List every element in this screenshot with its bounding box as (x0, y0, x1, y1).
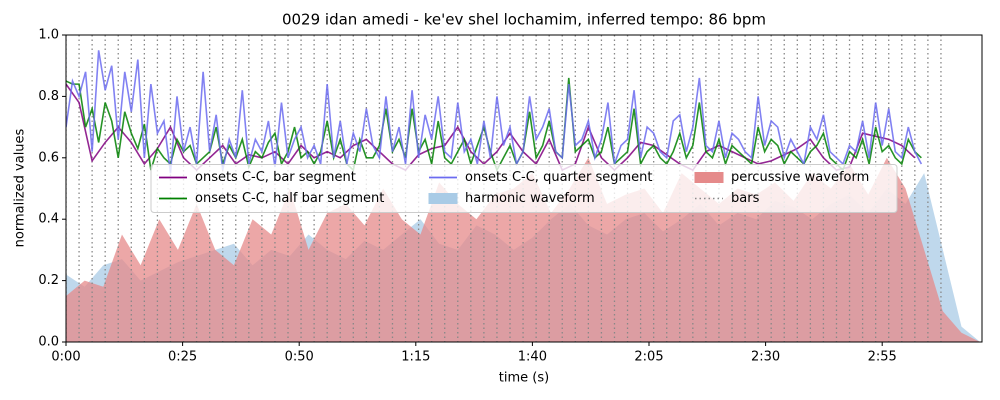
legend-swatch (694, 172, 724, 183)
y-axis-label: normalized values (13, 128, 28, 247)
legend-label: onsets C-C, bar segment (195, 170, 356, 185)
y-tick-label: 0.8 (38, 89, 59, 104)
y-tick-label: 0.6 (38, 150, 59, 165)
legend: onsets C-C, bar segment onsets C-C, half … (150, 164, 898, 213)
legend-label: harmonic waveform (465, 191, 595, 206)
line (66, 77, 922, 173)
y-tick-label: 1.0 (38, 28, 59, 43)
x-tick-label: 0:00 (51, 350, 80, 365)
y-tick-label: 0.2 (38, 273, 59, 288)
legend-label: percussive waveform (731, 170, 869, 185)
x-tick-label: 2:55 (868, 350, 897, 365)
x-tick-label: 2:05 (634, 350, 663, 365)
x-axis-label: time (s) (499, 371, 549, 386)
x-tick-label: 0:50 (285, 350, 314, 365)
axes-frame (65, 34, 983, 343)
legend-label: onsets C-C, quarter segment (465, 170, 652, 185)
chart-title: 0029 idan amedi - ke'ev shel lochamim, i… (282, 11, 766, 29)
legend-label: bars (731, 191, 760, 206)
line (66, 50, 923, 174)
x-tick-label: 1:15 (401, 350, 430, 365)
x-tick-label: 0:25 (168, 350, 197, 365)
y-tick-label: 0.4 (38, 212, 59, 227)
x-tick-label: 1:40 (518, 350, 547, 365)
legend-label: onsets C-C, half bar segment (195, 191, 384, 206)
x-tick-label: 2:30 (751, 350, 780, 365)
y-tick-label: 0.0 (38, 335, 59, 350)
legend-swatch (428, 193, 458, 204)
